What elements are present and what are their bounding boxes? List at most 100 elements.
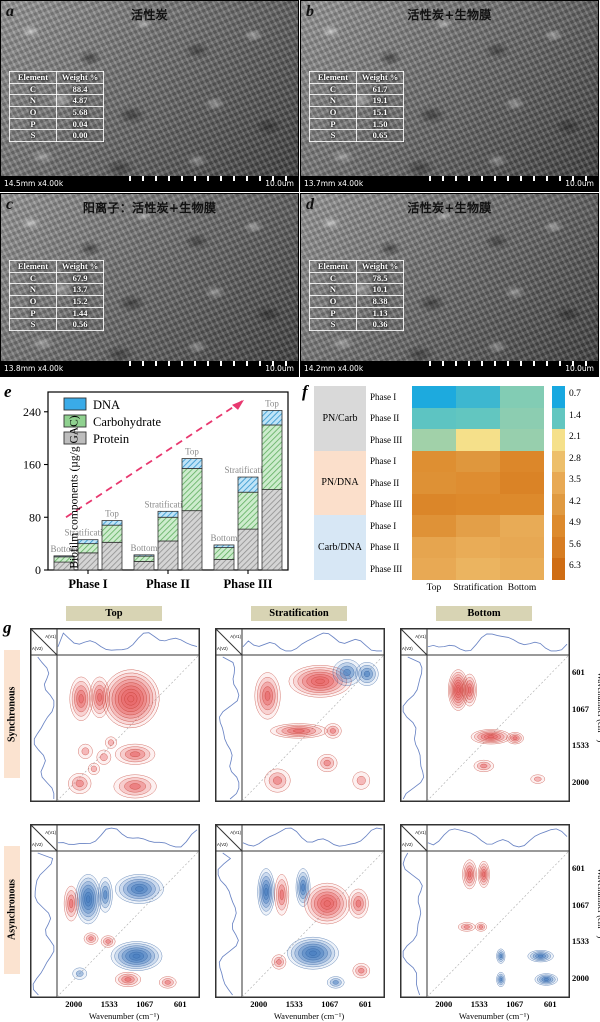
svg-text:Stratification: Stratification: [145, 499, 192, 509]
svg-text:Stratification: Stratification: [225, 465, 272, 475]
heatmap-cell: [500, 493, 544, 515]
scale-bar-ruler: [129, 176, 294, 181]
cos-row-header: Asynchronous: [4, 846, 20, 974]
x-tick-label: 2000: [250, 999, 268, 1009]
colorbar-segment: [552, 536, 565, 558]
svg-text:Phase III: Phase III: [224, 577, 273, 591]
eds-cell: 1.13: [356, 306, 404, 320]
svg-text:A(V1): A(V1): [230, 830, 241, 835]
heatmap-cell: [500, 386, 544, 408]
eds-cell: 0.56: [56, 318, 104, 331]
eds-cell: 0.65: [356, 129, 404, 142]
heatmap-cell: [456, 515, 500, 537]
heatmap-cell: [412, 558, 456, 580]
colorbar-tick-label: 4.2: [569, 496, 581, 507]
y-axis-title: Wavenumber (cm⁻¹): [596, 672, 600, 743]
eds-cell: 13.7: [56, 283, 104, 296]
colorbar-segment: [552, 386, 565, 408]
heatmap-cell: [456, 536, 500, 558]
x-tick-label: 1533: [470, 999, 488, 1009]
svg-text:A(V2): A(V2): [32, 842, 43, 847]
sem-title-d: 活性炭+生物膜: [407, 201, 492, 215]
eds-cell: O: [309, 294, 357, 308]
svg-text:A(V1): A(V1): [415, 634, 426, 639]
svg-text:A(V2): A(V2): [402, 842, 413, 847]
sem-micrograph: [301, 194, 598, 376]
svg-text:Top: Top: [105, 509, 119, 519]
eds-cell: 1.44: [56, 306, 104, 320]
sem-panel-b: b 活性炭+生物膜 Element Weight % C 61.7 N 19.1 O…: [300, 0, 599, 192]
svg-text:Protein: Protein: [93, 432, 130, 446]
scale-bar-magnification: 14.2mm x4.00k: [304, 364, 364, 373]
heatmap-cell: [412, 429, 456, 451]
heatmap-cell: [456, 429, 500, 451]
heatmap-cell: [500, 558, 544, 580]
eds-header-weight: Weight %: [356, 71, 404, 84]
x-tick-label: 1533: [285, 999, 303, 1009]
y-tick-label: 2000: [572, 776, 589, 787]
cos-plot: A(V1) A(V2): [400, 824, 570, 998]
scale-bar-d: 14.2mm x4.00k 10.0um: [301, 361, 598, 376]
x-tick-label: 601: [543, 999, 557, 1009]
eds-header-element: Element: [9, 260, 57, 273]
colorbar-segment: [552, 558, 565, 580]
x-tick-label: 601: [358, 999, 372, 1009]
svg-text:Bottom: Bottom: [210, 533, 237, 543]
panel-letter-e: e: [4, 382, 12, 401]
heatmap-cell: [412, 386, 456, 408]
scale-bar-magnification: 13.7mm x4.00k: [304, 179, 364, 188]
colorbar-tick-label: 1.4: [569, 410, 581, 421]
eds-cell: C: [309, 82, 357, 96]
colorbar-tick-label: 2.1: [569, 432, 581, 442]
heatmap-cell: [456, 386, 500, 408]
cos-column-header: Top: [66, 606, 162, 621]
x-tick-label: 1067: [136, 999, 154, 1009]
svg-text:Bottom: Bottom: [130, 543, 157, 553]
colorbar-tick-label: 0.7: [569, 389, 581, 399]
eds-cell: 15.2: [56, 294, 104, 308]
x-axis-title: Wavenumber (cm⁻¹): [273, 1011, 345, 1021]
svg-text:A(V1): A(V1): [45, 830, 56, 835]
eds-cell: 0.36: [356, 318, 404, 331]
svg-text:240: 240: [23, 405, 41, 419]
svg-text:A(V2): A(V2): [402, 646, 413, 651]
panel-e-bar-chart: e Biofilm components (µg/g GAC) 0 80 160 24…: [0, 378, 300, 606]
svg-text:Bottom: Bottom: [50, 544, 77, 554]
svg-text:DNA: DNA: [93, 398, 120, 412]
cos-column-header: Bottom: [436, 606, 532, 621]
heatmap-cell: [456, 407, 500, 429]
colorbar-segment: [552, 429, 565, 451]
colorbar-segment: [552, 472, 565, 494]
heatmap-row-label: Phase I: [370, 456, 397, 467]
heatmap-row-label: Phase III: [370, 499, 403, 510]
heatmap-cell: [412, 493, 456, 515]
eds-cell: C: [9, 271, 57, 285]
eds-header-weight: Weight %: [356, 260, 404, 273]
sem-title-b: 活性炭+生物膜: [407, 8, 492, 22]
sem-panel-c: c 阳离子：活性炭+生物膜 Element Weight % C 67.9 N 13…: [0, 193, 299, 377]
colorbar-segment: [552, 407, 565, 429]
eds-cell: 0.00: [56, 129, 104, 142]
colorbar-tick-label: 2.8: [569, 453, 581, 464]
panel-letter-a: a: [6, 3, 14, 20]
svg-text:Stratification: Stratification: [65, 528, 112, 538]
heatmap-cell: [456, 450, 500, 472]
y-axis-title: Wavenumber (cm⁻¹): [596, 868, 600, 939]
panel-letter-c: c: [6, 196, 14, 213]
panel-letter-g: g: [3, 618, 12, 637]
eds-cell: C: [309, 271, 357, 285]
cos-column-header: Stratification: [251, 606, 347, 621]
cos-plot: A(V1) A(V2): [30, 628, 200, 802]
colorbar-tick-label: 5.6: [569, 539, 581, 550]
panel-letter-d: d: [306, 196, 314, 213]
eds-cell: 5.68: [56, 105, 104, 119]
heatmap-row-label: Phase I: [370, 391, 397, 402]
heatmap-cell: [412, 536, 456, 558]
scale-bar-magnification: 13.8mm x4.00k: [4, 364, 64, 373]
heatmap-group-label: Carb/DNA: [314, 515, 366, 580]
sem-panel-a: a 活性炭 Element Weight % C 88.4 N 4.87 O 5.68…: [0, 0, 299, 192]
eds-cell: 0.04: [56, 117, 104, 131]
heatmap-group-label: PN/DNA: [314, 450, 366, 515]
eds-cell: P: [309, 306, 357, 320]
eds-cell: N: [309, 94, 357, 107]
